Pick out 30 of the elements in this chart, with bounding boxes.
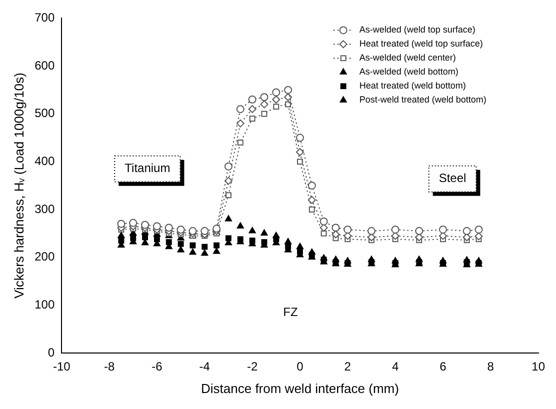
y-axis-title: Vickers hardness, Hᵥ (Load 1000g/10s): [11, 72, 26, 298]
legend-label: Post-weld treated (weld bottom): [359, 94, 486, 105]
x-axis-title: Distance from weld interface (mm): [200, 380, 399, 396]
x-tick-label: 2: [344, 360, 352, 374]
y-tick-label: 700: [34, 10, 55, 25]
x-tick-label: 10: [532, 360, 546, 374]
annotation: Titanium: [124, 161, 170, 176]
y-tick-label: 200: [34, 250, 55, 264]
legend-label: Heat treated (weld bottom): [359, 80, 466, 91]
x-tick-label: 6: [440, 360, 447, 374]
x-tick-label: -6: [152, 360, 163, 374]
y-tick-label: 100: [34, 297, 55, 312]
legend-label: As-welded (weld bottom): [359, 66, 458, 77]
legend-label: Heat treated (weld top surface): [359, 38, 483, 49]
annotation: FZ: [283, 305, 298, 320]
x-tick-label: 4: [392, 360, 399, 374]
x-tick-label: -10: [52, 360, 71, 374]
y-tick-label: 500: [34, 106, 55, 120]
x-tick-label: 8: [487, 360, 494, 374]
legend-label: As-welded (weld top surface): [359, 24, 476, 35]
x-tick-label: -2: [246, 360, 258, 374]
y-tick-label: 600: [34, 58, 55, 72]
legend-label: As-welded (weld center): [359, 52, 456, 63]
x-tick-label: -4: [199, 360, 210, 374]
y-tick-label: 300: [34, 202, 55, 216]
y-tick-label: 400: [34, 154, 55, 168]
x-tick-label: -8: [104, 360, 115, 374]
x-tick-label: 0: [296, 360, 304, 374]
y-tick-label: 0: [48, 345, 55, 360]
annotation: Steel: [438, 171, 466, 186]
